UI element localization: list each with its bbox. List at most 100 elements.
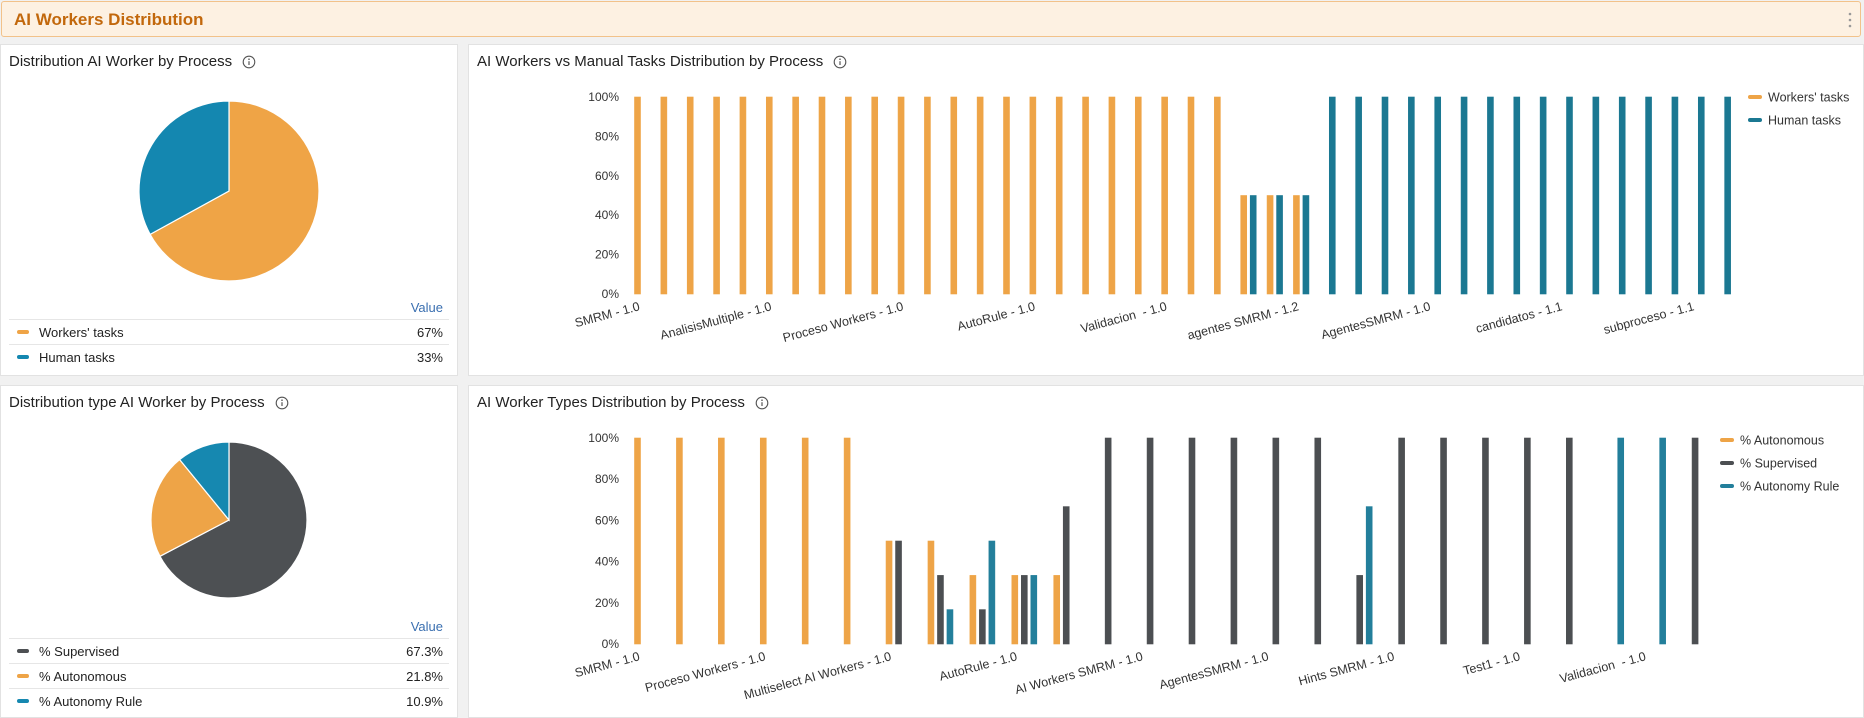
bar: [979, 609, 986, 645]
bar: [946, 609, 954, 645]
legend-row: Human tasks 33%: [9, 344, 449, 369]
x-tick-label: SMRM - 1.0: [573, 299, 641, 330]
y-tick-label: 0%: [602, 637, 620, 651]
chart-title-row: Distribution AI Worker by Process: [9, 53, 256, 70]
info-dot: [280, 398, 283, 401]
x-tick-label: candidatos - 1.1: [1474, 299, 1564, 336]
legend-marker: [17, 674, 29, 678]
bar: [1566, 96, 1573, 295]
bar: [1355, 96, 1362, 295]
info-icon[interactable]: [275, 396, 289, 410]
legend-marker: [17, 330, 29, 334]
legend-label: Human tasks: [1768, 114, 1841, 128]
bar: [1460, 96, 1468, 295]
header-bar: AI Workers Distribution: [1, 1, 1861, 37]
y-tick-label: 60%: [595, 169, 619, 183]
y-tick-label: 100%: [588, 90, 619, 104]
info-icon[interactable]: [833, 55, 847, 69]
chart-title: Distribution type AI Worker by Process: [9, 394, 265, 411]
chart-title-row: AI Worker Types Distribution by Process: [477, 394, 769, 411]
bar: [792, 96, 799, 295]
x-tick-label: Hints SMRM - 1.0: [1297, 649, 1396, 688]
x-tick-label: AnalisisMultiple - 1.0: [659, 299, 773, 342]
y-tick-label: 80%: [595, 129, 619, 143]
info-dot: [839, 57, 842, 60]
bar: [937, 575, 944, 645]
legend-label: % Supervised: [39, 643, 120, 659]
bar: [924, 96, 931, 295]
bar: [1021, 575, 1028, 645]
bar: [1592, 96, 1600, 295]
legend-header: Value: [410, 300, 443, 315]
legend-row: % Supervised 67.3%: [9, 638, 449, 663]
bar: [1671, 96, 1679, 295]
info-circle: [755, 396, 769, 409]
legend-label: % Autonomy Rule: [1740, 480, 1839, 494]
bar: [871, 96, 879, 295]
chart-title: Distribution AI Worker by Process: [9, 53, 233, 70]
x-tick-label: AgentesSMRM - 1.0: [1320, 299, 1432, 342]
bar: [1659, 437, 1666, 645]
bar: [713, 96, 720, 295]
bar: [1011, 575, 1019, 645]
bar: [843, 437, 851, 645]
chart-panel: 0% 20% 40% 60% 80% 100% Workers' tasks Human ta…: [468, 44, 1864, 376]
legend-row: Workers' tasks 67%: [9, 319, 449, 344]
bar: [801, 437, 809, 645]
chart: [138, 100, 320, 282]
x-tick-label: Test1 - 1.0: [1462, 649, 1522, 678]
bar: [845, 96, 852, 295]
y-tick-label: 40%: [595, 208, 619, 222]
bar: [1524, 437, 1531, 645]
bar: [1434, 96, 1442, 295]
chart-panel: Distribution AI Worker by Process Value Wo…: [0, 44, 458, 376]
x-tick-label: agentes SMRM - 1.2: [1186, 299, 1300, 342]
legend-label: % Autonomous: [39, 668, 127, 684]
bar: [676, 437, 683, 645]
bar: [1276, 195, 1283, 295]
bar: [1381, 96, 1389, 295]
bar: [1617, 437, 1625, 645]
bar: [950, 96, 958, 295]
bar: [634, 96, 641, 295]
legend-marker: [17, 355, 29, 359]
legend-value: 21.8%: [406, 668, 443, 684]
bar: [895, 540, 902, 645]
legend-row: % Autonomy Rule 10.9%: [9, 688, 449, 713]
bar: [1408, 96, 1415, 295]
legend-marker: [17, 649, 29, 653]
legend-label: % Autonomous: [1740, 434, 1824, 448]
legend-label: % Autonomy Rule: [39, 693, 143, 709]
legend-header: Value: [410, 619, 443, 634]
x-tick-label: AutoRule - 1.0: [938, 649, 1019, 683]
menu-icon[interactable]: [1846, 10, 1854, 30]
bar: [765, 96, 773, 295]
bar: [1053, 575, 1061, 645]
y-tick-label: 0%: [602, 287, 620, 301]
pie-slice: [138, 100, 230, 236]
bar: [1108, 96, 1116, 295]
bar: [1487, 96, 1494, 295]
bar: [885, 540, 893, 645]
info-icon[interactable]: [242, 55, 256, 69]
y-tick-label: 20%: [595, 248, 619, 262]
bar: [1691, 437, 1699, 645]
bar: [1618, 96, 1626, 295]
chart-title-row: Distribution type AI Worker by Process: [9, 394, 289, 411]
bar: [1482, 437, 1489, 645]
bar: [1230, 437, 1238, 645]
info-circle: [275, 396, 289, 409]
x-tick-label: subproceso - 1.1: [1602, 299, 1696, 337]
info-icon[interactable]: [755, 396, 769, 410]
bar: [1266, 195, 1274, 295]
pie-slice: [150, 458, 230, 558]
x-tick-label: Validacion - 1.0: [1079, 299, 1168, 335]
bar: [1724, 96, 1731, 295]
legend-label: % Supervised: [1740, 457, 1817, 471]
bar: [1214, 96, 1221, 295]
y-tick-label: 80%: [595, 472, 619, 486]
bar: [1187, 96, 1195, 295]
x-tick-label: SMRM - 1.0: [573, 649, 641, 680]
bar: [1356, 575, 1363, 645]
